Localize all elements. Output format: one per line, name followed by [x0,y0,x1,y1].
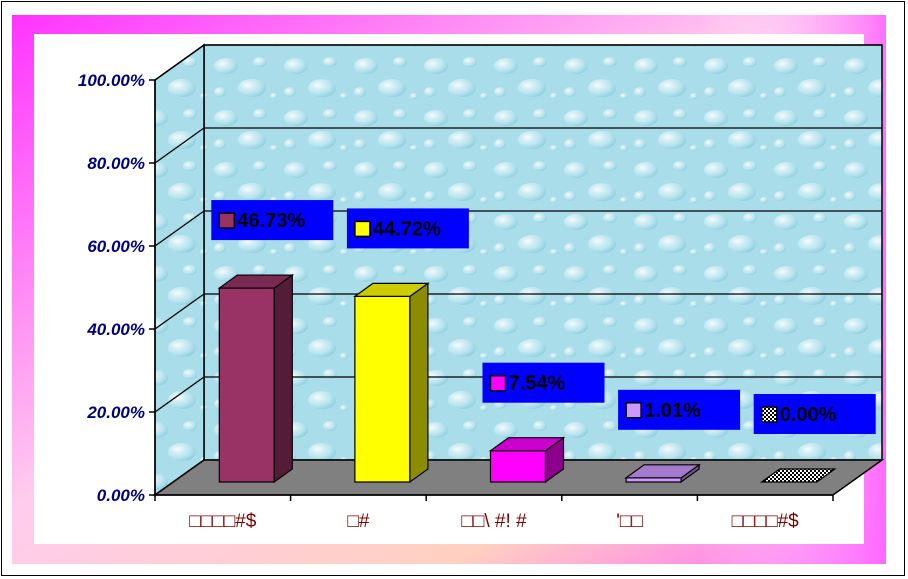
data-label-text: 44.72% [373,218,441,240]
x-tick-label: □□□□#$ [189,511,256,532]
bar-side [273,273,293,484]
bar-front [489,450,547,483]
bar-top [217,274,295,289]
bar [759,468,837,483]
y-axis: 0.00% 20.00% 40.00% 60.00% 80.00% 100.00% [78,71,156,505]
data-label: 46.73% [211,200,334,241]
bar-side [409,282,429,484]
data-label-text: 1.01% [644,400,701,422]
bar-top [759,468,837,483]
data-label: 1.01% [618,389,741,430]
legend-key [489,374,507,392]
y-tick-label: 20.00% [86,403,145,422]
gridline-side [154,127,205,164]
x-tick-label: □# [347,511,369,532]
bar [624,463,701,484]
legend-key [760,406,778,423]
bars [217,273,837,484]
legend-key [354,220,371,238]
bar [353,282,430,484]
y-tick-label: 60.00% [87,237,145,256]
data-label-text: 46.73% [237,210,305,232]
y-tick-label: 80.00% [87,154,145,173]
gridline-side [154,44,205,81]
bar-front [354,295,411,483]
bar-front [218,287,275,483]
gridline-side [154,376,205,413]
bar-top [624,464,701,479]
bar [217,273,295,484]
legend-key [218,212,236,229]
gridline-side [154,210,205,247]
bar-front [625,477,682,483]
data-label-text: 7.54% [509,373,566,395]
y-tick-label: 0.00% [97,486,145,505]
data-label: 7.54% [482,362,605,403]
y-tick-label: 40.00% [86,320,145,339]
bar-top [488,437,566,452]
x-axis: □□□□#$ □# □□\ #! # '□□ □□□□#$ [154,494,834,532]
bar [488,436,566,484]
plot-side-wall [154,43,205,497]
y-tick-label: 100.00% [78,71,145,90]
gridline-side [154,293,205,330]
data-label: 0.00% [753,394,876,434]
legend-key [625,402,642,419]
data-labels: 46.73% 44.72% 7.54% 1.01% 0.00% [211,200,876,434]
data-label: 44.72% [346,208,469,249]
x-tick-label: □□\ #! # [461,511,527,532]
bar-top [353,282,430,298]
x-tick-label: '□□ [616,511,643,532]
data-label-text: 0.00% [780,404,837,426]
x-tick-label: □□□□#$ [732,511,799,532]
